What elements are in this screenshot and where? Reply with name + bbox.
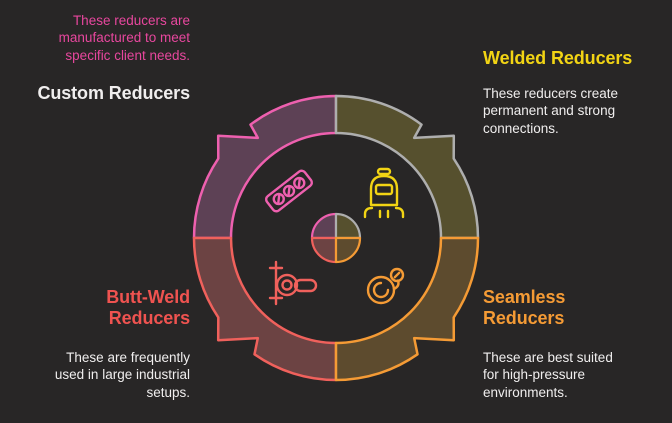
valve-core [281,279,293,291]
segment-welded-reducers [334,94,480,240]
center-wheel-quadrant-butt-weld [310,236,338,264]
helmet-dome [369,174,399,207]
welded-reducers-description: These reducers create permanent and stro… [483,86,619,136]
custom-reducers-title: Custom Reducers [37,83,190,103]
seamless-reducers-description: These are best suited for high-pressure … [483,350,613,400]
center-wheel-quadrant-custom [310,212,338,240]
bolt-1-slot [277,194,281,204]
coil-spiral [372,281,390,299]
shoulder-right [394,206,405,219]
coil-outer [366,275,396,305]
coiled-pipe-gauge-icon [366,267,405,305]
segment-custom-reducers [192,94,338,240]
butt-weld-reducers-title: Butt-Weld Reducers [106,287,190,329]
plate-body [264,169,314,213]
center-wheel-quadrant-welded [334,212,362,240]
segment-butt-weld-reducers [192,236,338,382]
welded-reducers-title: Welded Reducers [483,48,633,68]
bolt-3 [293,176,306,190]
butt-weld-reducers-description: These are frequently used in large indus… [54,350,190,400]
valve-handle [293,278,318,293]
segment-seamless-reducers [334,236,480,382]
center-wheel-quadrant-seamless [334,236,362,264]
valve-body [275,273,299,297]
custom-reducers-description: These reducers are manufactured to meet … [58,13,190,63]
helmet-visor [374,183,394,196]
bolt-2-slot [287,186,291,196]
welding-helmet-icon [363,167,405,219]
helmet-top-slot [376,167,392,176]
valve-icon [268,260,318,306]
flange-plate-icon [264,169,314,213]
shoulder-left [363,206,374,219]
center-wheel [310,212,362,264]
bolt-1 [272,192,285,206]
bolt-3-slot [297,178,301,188]
seamless-reducers-title: Seamless Reducers [483,287,566,329]
gauge-needle [393,271,401,279]
bolt-2 [282,184,296,198]
gauge-dial [389,267,405,283]
